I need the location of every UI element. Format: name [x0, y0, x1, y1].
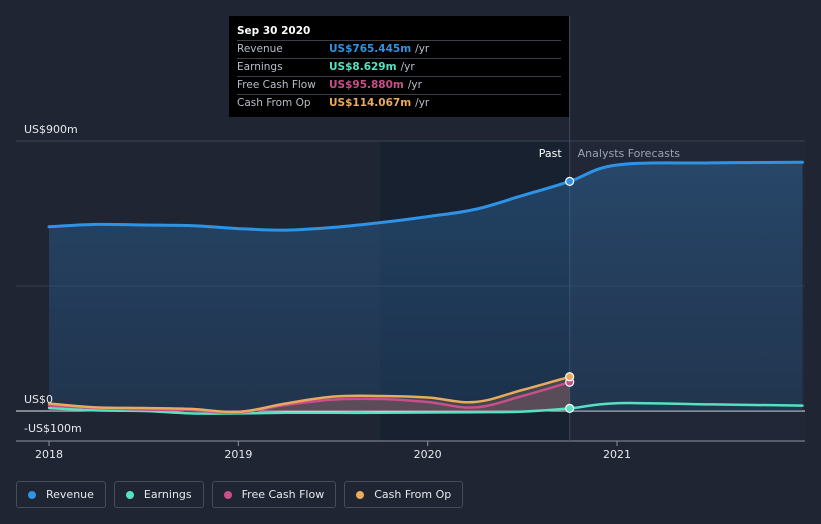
data-point-earnings	[565, 403, 575, 414]
tooltip-value: US$95.880m	[329, 79, 404, 91]
tooltip-row-earnings: Earnings US$8.629m /yr	[237, 58, 561, 76]
y-tick-label: US$0	[24, 393, 53, 406]
legend-label: Cash From Op	[374, 488, 452, 501]
tooltip-unit: /yr	[415, 97, 430, 109]
legend-dot-icon	[125, 490, 134, 499]
tooltip-value: US$8.629m	[329, 61, 397, 73]
data-point-cash-from-op	[565, 372, 575, 382]
legend-dot-icon	[223, 490, 232, 499]
tooltip-date: Sep 30 2020	[237, 25, 311, 37]
tooltip-label: Cash From Op	[237, 97, 311, 109]
tooltip-row-free-cash-flow: Free Cash Flow US$95.880m /yr	[237, 76, 561, 94]
tooltip-label: Revenue	[237, 43, 283, 55]
series-area-free-cash-flow	[49, 382, 570, 413]
legend-label: Free Cash Flow	[241, 488, 325, 501]
x-tick-label: 2019	[224, 448, 252, 461]
x-tick-label: 2020	[414, 448, 442, 461]
tooltip-label: Free Cash Flow	[237, 79, 316, 91]
data-point-revenue	[565, 176, 575, 186]
legend: Revenue Earnings Free Cash Flow Cash Fro…	[16, 481, 464, 508]
tooltip-row-cash-from-op: Cash From Op US$114.067m /yr	[237, 94, 561, 112]
series-line-free-cash-flow	[47, 380, 571, 414]
tooltip-label: Earnings	[237, 61, 283, 73]
legend-dot-icon	[356, 490, 365, 499]
legend-item-earnings[interactable]: Earnings	[113, 481, 204, 508]
tooltip-row-revenue: Revenue US$765.445m /yr	[237, 40, 561, 58]
series-line-revenue	[47, 160, 804, 232]
x-tick-label: 2021	[603, 448, 631, 461]
tooltip-unit: /yr	[400, 61, 415, 73]
revenue-area	[49, 162, 803, 411]
tooltip-unit: /yr	[407, 79, 422, 91]
y-tick-label: US$900m	[24, 123, 78, 136]
series-line-earnings	[47, 401, 804, 415]
legend-item-cash-from-op[interactable]: Cash From Op	[344, 481, 464, 508]
tooltip-value: US$765.445m	[329, 43, 412, 55]
forecast-label: Analysts Forecasts	[578, 147, 681, 160]
past-label: Past	[539, 147, 563, 160]
legend-item-revenue[interactable]: Revenue	[16, 481, 106, 508]
tooltip: Sep 30 2020 Revenue US$765.445m /yr Earn…	[229, 16, 569, 117]
legend-dot-icon	[28, 490, 36, 499]
legend-label: Revenue	[46, 488, 94, 501]
tooltip-value: US$114.067m	[329, 97, 412, 109]
y-tick-label: -US$100m	[24, 422, 82, 435]
x-tick-label: 2018	[35, 448, 63, 461]
series-line-cash-from-op	[47, 375, 571, 414]
tooltip-unit: /yr	[415, 43, 430, 55]
legend-label: Earnings	[143, 488, 192, 501]
legend-item-free-cash-flow[interactable]: Free Cash Flow	[211, 481, 337, 508]
